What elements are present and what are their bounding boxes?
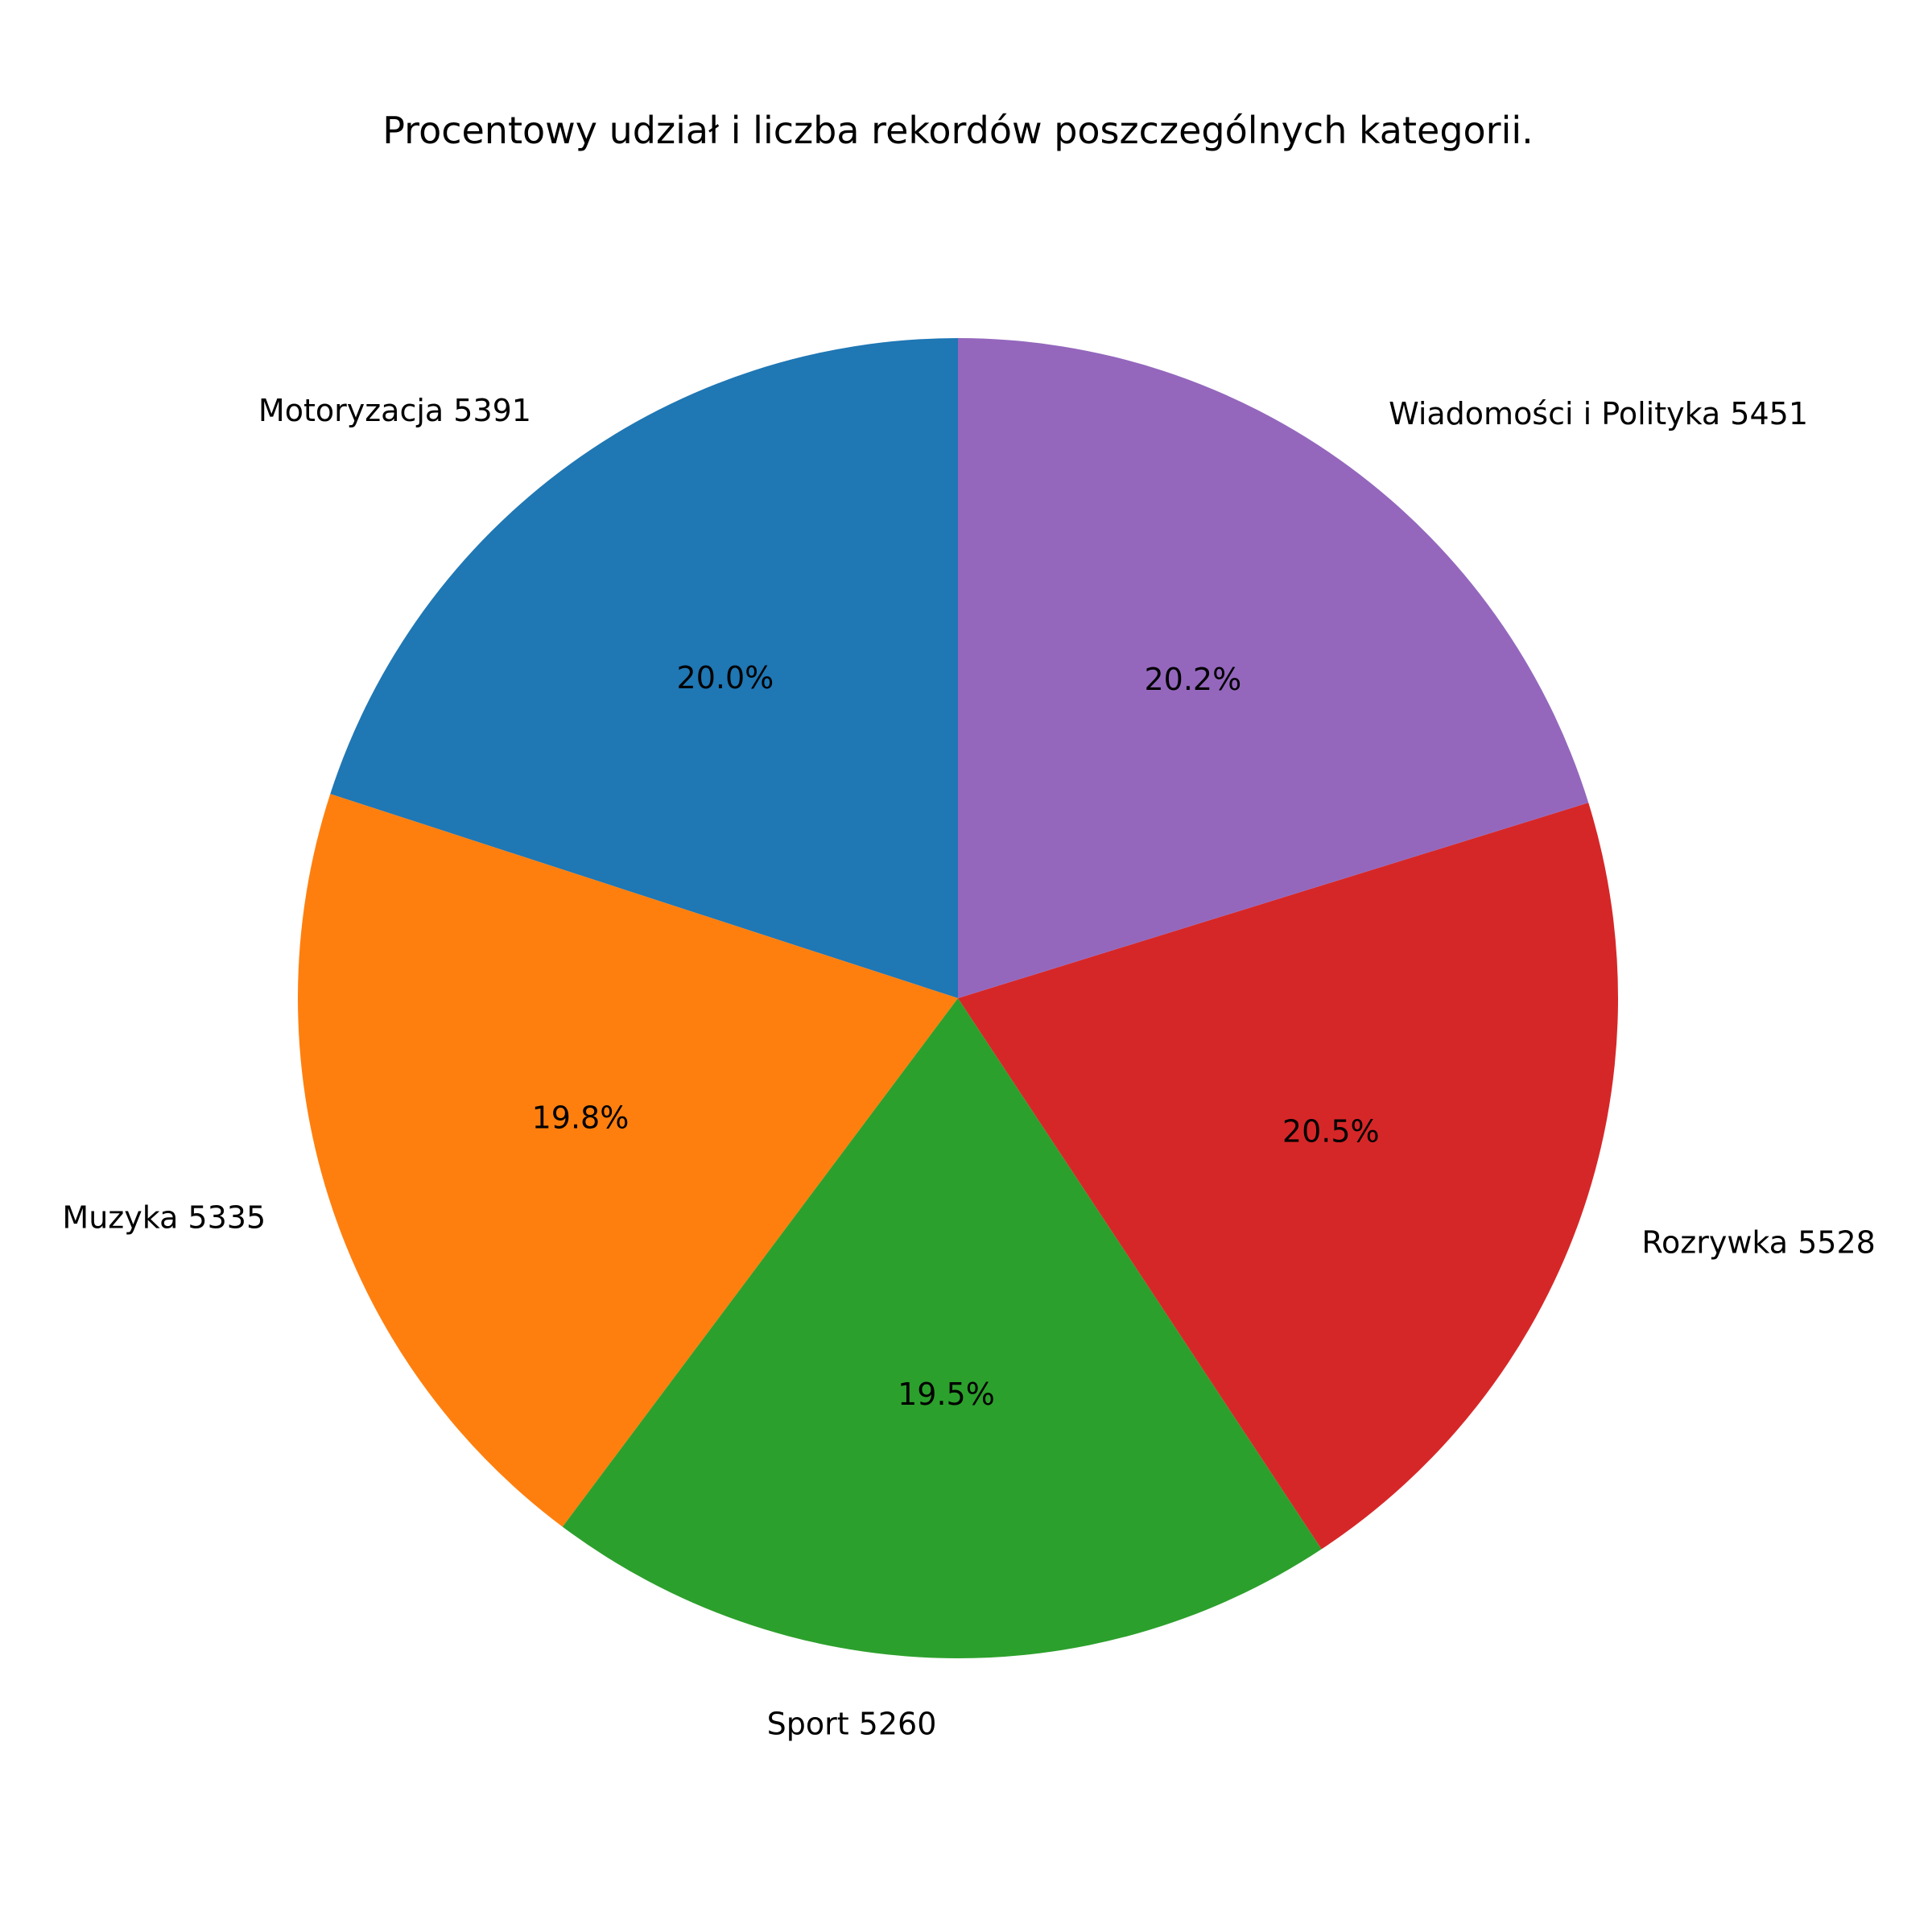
pie-slice-muzyka	[298, 794, 958, 1527]
pie-labels: Motoryzacja 5391 20.0% Muzyka 5335 19.8% Spo…	[62, 393, 1875, 1741]
pie-slice-rozrywka	[958, 803, 1619, 1550]
pie-slices	[298, 338, 1619, 1658]
pie-slice-motoryzacja	[330, 338, 958, 998]
slice-label-rozrywka: Rozrywka 5528	[1641, 1225, 1876, 1261]
pct-label-muzyka: 19.8%	[532, 1100, 630, 1136]
pct-label-rozrywka: 20.5%	[1282, 1114, 1380, 1150]
pie-slice-wiadomosci-i-polityka	[958, 338, 1589, 998]
chart-title: Procentowy udział i liczba rekordów posz…	[382, 109, 1534, 152]
slice-label-motoryzacja: Motoryzacja 5391	[258, 393, 531, 428]
slice-label-wiadomosci-i-polityka: Wiadomości i Polityka 5451	[1389, 396, 1808, 431]
pct-label-sport: 19.5%	[898, 1377, 995, 1412]
pie-slice-sport	[562, 998, 1322, 1658]
slice-label-sport: Sport 5260	[767, 1707, 937, 1742]
slice-label-muzyka: Muzyka 5335	[62, 1200, 266, 1236]
pct-label-motoryzacja: 20.0%	[677, 660, 774, 696]
pct-label-wiadomosci-i-polityka: 20.2%	[1145, 662, 1242, 697]
